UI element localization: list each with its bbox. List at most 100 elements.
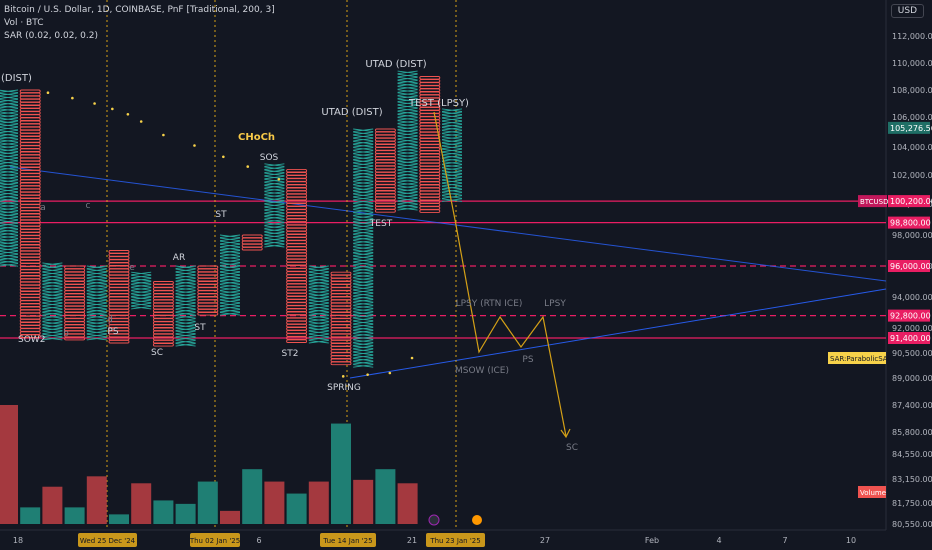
pnf-x-box xyxy=(0,98,19,103)
pnf-x-box xyxy=(353,218,374,222)
pnf-o-box xyxy=(19,198,41,202)
pnf-x-box xyxy=(131,293,152,297)
sar-dot xyxy=(126,113,130,116)
pnf-x-box xyxy=(397,86,418,90)
pnf-o-box xyxy=(286,327,308,331)
pnf-o-box xyxy=(108,271,130,276)
pnf-x-box xyxy=(0,160,19,165)
pnf-o-box xyxy=(286,323,308,328)
pnf-o-box xyxy=(197,287,219,291)
pnf-o-box xyxy=(197,277,219,282)
pnf-o-box xyxy=(374,187,396,191)
pnf-x-box xyxy=(397,73,418,78)
pnf-x-box xyxy=(0,238,19,242)
pnf-column xyxy=(241,234,263,251)
pnf-o-box xyxy=(152,296,174,301)
pnf-o-box xyxy=(286,330,308,334)
pnf-o-box xyxy=(286,221,308,226)
price-tick-label: 94,000.00 xyxy=(892,293,932,302)
pnf-o-box xyxy=(286,218,308,223)
pnf-column xyxy=(419,76,441,213)
pnf-x-box xyxy=(86,308,107,313)
pnf-x-box xyxy=(86,305,107,310)
pnf-x-box xyxy=(42,284,63,288)
level-price-label: 98,800.00 xyxy=(890,219,931,228)
pnf-x-box xyxy=(42,324,63,328)
pnf-x-box xyxy=(397,135,418,140)
annotation-label: UTAD (DIST) xyxy=(321,107,382,118)
pnf-column xyxy=(131,271,152,310)
currency-button[interactable]: USD xyxy=(890,4,924,18)
pnf-o-box xyxy=(64,296,86,301)
volume-bar xyxy=(175,503,196,524)
pnf-o-box xyxy=(19,278,41,283)
pnf-o-box xyxy=(64,290,86,294)
pnf-o-box xyxy=(64,299,86,304)
annotation-label: CHoCh xyxy=(238,132,275,143)
pnf-x-box xyxy=(0,163,19,168)
pnf-o-box xyxy=(286,299,308,303)
sar-tag xyxy=(828,352,886,364)
pnf-x-box xyxy=(353,137,374,142)
pnf-x-box xyxy=(86,324,107,328)
pnf-o-box xyxy=(64,287,86,291)
pnf-o-box xyxy=(419,178,441,182)
pnf-o-box xyxy=(419,165,441,170)
pnf-o-box xyxy=(197,265,219,270)
pnf-o-box xyxy=(64,277,86,282)
sar-dot xyxy=(366,373,369,376)
level-price-label: 100,200.00 xyxy=(890,197,932,206)
pnf-o-box xyxy=(19,315,41,320)
pnf-x-box xyxy=(353,317,374,322)
pnf-x-box xyxy=(219,237,241,242)
pnf-x-box xyxy=(131,305,152,310)
pnf-x-box xyxy=(353,255,374,260)
earnings-icon xyxy=(472,515,482,525)
pnf-o-box xyxy=(19,266,41,270)
pnf-o-box xyxy=(64,268,86,273)
pnf-x-box xyxy=(353,233,374,238)
level-price-tag xyxy=(888,260,930,272)
pnf-x-box xyxy=(175,293,196,297)
pnf-o-box xyxy=(108,339,130,344)
annotation-label: ST xyxy=(215,210,227,220)
pnf-o-box xyxy=(286,258,308,263)
annotation-label: MSOW (ICE) xyxy=(455,366,509,376)
pnf-x-box xyxy=(397,148,418,152)
pnf-o-box xyxy=(64,327,86,332)
volume-legend[interactable]: Vol · BTC xyxy=(4,18,44,28)
annotation-label: ST2 xyxy=(282,349,299,359)
pnf-o-box xyxy=(19,322,41,326)
pnf-o-box xyxy=(419,196,441,201)
pnf-x-box xyxy=(0,225,19,230)
pnf-x-box xyxy=(397,114,418,118)
pnf-o-box xyxy=(419,85,441,89)
pnf-o-box xyxy=(374,209,396,213)
sar-dot xyxy=(246,165,250,168)
pnf-x-box xyxy=(219,256,241,260)
pnf-x-box xyxy=(264,188,285,192)
pnf-x-box xyxy=(353,156,374,160)
pnf-x-box xyxy=(353,339,374,343)
pnf-o-box xyxy=(286,320,308,325)
date-tick-label: 21 xyxy=(407,536,417,545)
pnf-x-box xyxy=(219,240,241,245)
pnf-x-box xyxy=(353,299,374,303)
pnf-o-box xyxy=(19,95,41,100)
pnf-o-box xyxy=(19,232,41,236)
pnf-x-box xyxy=(86,321,107,325)
pnf-x-box xyxy=(175,290,196,294)
pnf-o-box xyxy=(19,260,41,264)
pnf-o-box xyxy=(374,196,396,201)
pnf-o-box xyxy=(108,265,130,270)
pnf-o-box xyxy=(19,294,41,298)
symbol-title[interactable]: Bitcoin / U.S. Dollar, 1D, COINBASE, PnF… xyxy=(4,5,275,15)
price-tick-label: 98,000.00 xyxy=(892,231,932,240)
pnf-o-box xyxy=(108,268,130,273)
pnf-o-box xyxy=(19,309,41,314)
sar-legend[interactable]: SAR (0.02, 0.02, 0.2) xyxy=(4,31,99,41)
pnf-o-box xyxy=(64,321,86,325)
pnf-x-box xyxy=(0,142,19,146)
volume-bar xyxy=(0,405,18,524)
